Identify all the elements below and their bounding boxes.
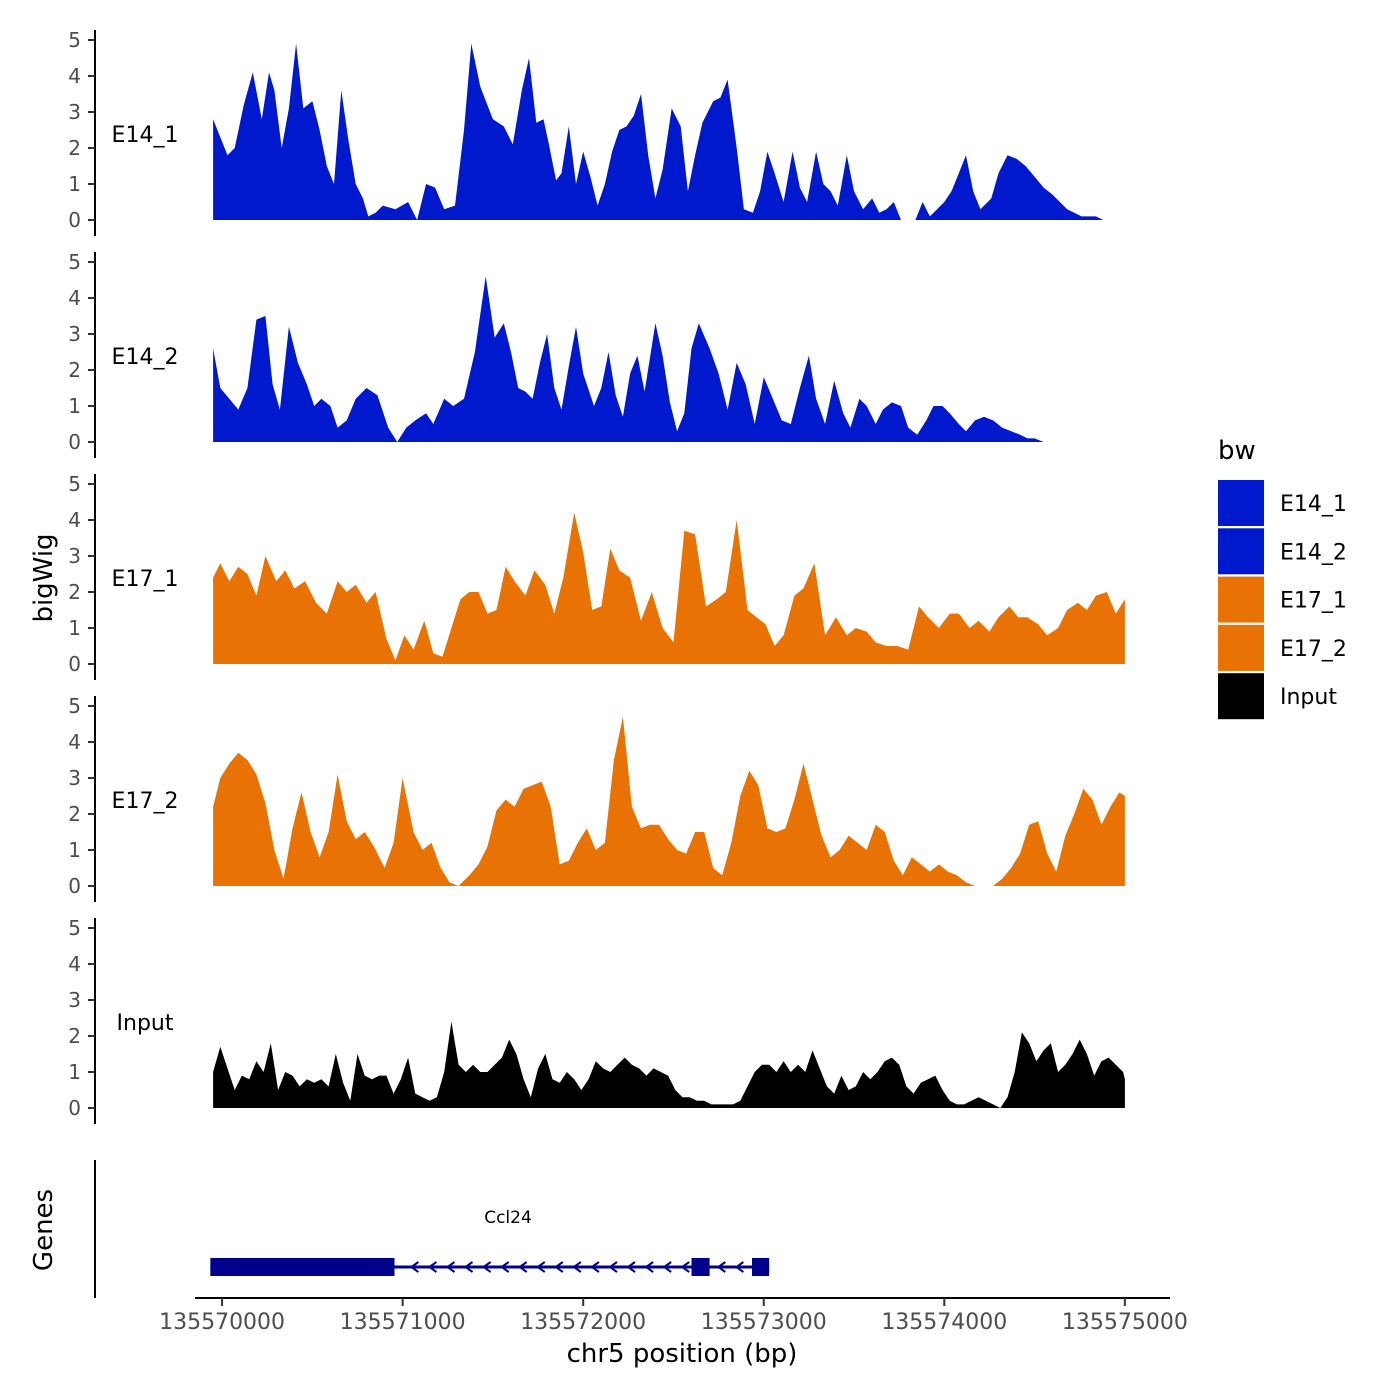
x-tick-label: 135570000 xyxy=(159,1310,285,1335)
y-tick-label: 1 xyxy=(68,1060,81,1084)
strand-arrow xyxy=(608,1261,618,1273)
y-tick-label: 5 xyxy=(68,250,81,274)
legend-label: E17_2 xyxy=(1280,637,1347,662)
strand-arrow xyxy=(626,1261,636,1273)
legend-label: Input xyxy=(1280,685,1337,710)
track-E17_2: 0 1 2 3 4 5 E17_2 xyxy=(68,694,1125,902)
gene-exon xyxy=(691,1258,710,1276)
x-tick-label: 135574000 xyxy=(881,1310,1007,1335)
y-tick-label: 1 xyxy=(68,616,81,640)
strand-arrow xyxy=(499,1261,510,1273)
y-tick-label: 5 xyxy=(68,472,81,496)
legend-title: bw xyxy=(1218,436,1256,466)
strand-arrow xyxy=(662,1261,672,1273)
strand-arrow xyxy=(409,1261,419,1273)
track-label: E14_1 xyxy=(112,123,179,148)
y-tick-label: 0 xyxy=(68,208,81,232)
y-tick-label: 0 xyxy=(68,1096,81,1120)
y-tick-label: 2 xyxy=(68,1024,81,1048)
strand-arrow xyxy=(590,1261,600,1273)
y-tick-label: 0 xyxy=(68,874,81,898)
strand-arrow xyxy=(572,1261,582,1273)
y-tick-label: 3 xyxy=(68,100,81,124)
y-tick-label: 3 xyxy=(68,988,81,1012)
y-tick-label: 5 xyxy=(68,916,81,940)
gene-panel: Genes Ccl24 xyxy=(29,1160,770,1298)
x-axis: 135570000 135571000 135572000 135573000 1355… xyxy=(159,1297,1188,1335)
y-tick-label: 3 xyxy=(68,322,81,346)
y-tick-label: 5 xyxy=(68,694,81,718)
y-tick-label: 4 xyxy=(68,508,81,532)
x-tick-label: 135573000 xyxy=(701,1310,827,1335)
y-tick-label: 3 xyxy=(68,544,81,568)
track-panels: 0 1 2 3 4 5 E14_1 0 1 2 3 4 5 E14_2 0 1 2 3 4 5 E17_1 0 1 2 3 4 5 E… xyxy=(68,28,1125,1124)
signal-area-E17_1 xyxy=(213,512,1125,664)
legend-swatch xyxy=(1218,673,1264,720)
signal-area-E14_2 xyxy=(213,276,1125,442)
strand-arrow xyxy=(734,1261,744,1273)
legend-swatch xyxy=(1218,528,1264,575)
legend-swatch xyxy=(1218,576,1264,623)
track-E14_1: 0 1 2 3 4 5 E14_1 xyxy=(68,28,1125,236)
track-E17_1: 0 1 2 3 4 5 E17_1 xyxy=(68,472,1125,680)
y-tick-label: 1 xyxy=(68,394,81,418)
strand-arrow xyxy=(427,1261,438,1273)
y-tick-label: 4 xyxy=(68,286,81,310)
legend-label: E17_1 xyxy=(1280,589,1347,614)
strand-arrow xyxy=(644,1261,654,1273)
legend-swatch xyxy=(1218,480,1264,526)
legend-swatch xyxy=(1218,624,1264,671)
strand-arrow xyxy=(481,1261,492,1273)
strand-arrow xyxy=(554,1261,564,1273)
signal-area-Input xyxy=(213,1021,1125,1108)
strand-arrow xyxy=(716,1261,726,1273)
y-tick-label: 0 xyxy=(68,652,81,676)
y-tick-label: 3 xyxy=(68,766,81,790)
y-tick-label: 4 xyxy=(68,952,81,976)
x-tick-label: 135571000 xyxy=(340,1310,466,1335)
y-tick-label: 1 xyxy=(68,838,81,862)
x-tick-label: 135572000 xyxy=(520,1310,646,1335)
strand-arrow xyxy=(463,1261,474,1273)
strand-arrow xyxy=(517,1261,528,1273)
y-tick-label: 4 xyxy=(68,730,81,754)
gene-panel-title: Genes xyxy=(29,1189,59,1271)
strand-arrow xyxy=(445,1261,456,1273)
y-tick-label: 5 xyxy=(68,28,81,52)
track-E14_2: 0 1 2 3 4 5 E14_2 xyxy=(68,250,1125,458)
strand-arrow xyxy=(536,1261,546,1273)
y-tick-label: 0 xyxy=(68,430,81,454)
strand-arrow xyxy=(680,1261,690,1273)
y-tick-label: 1 xyxy=(68,172,81,196)
gene-exon xyxy=(752,1258,770,1276)
x-tick-label: 135575000 xyxy=(1062,1310,1188,1335)
gene-exon xyxy=(210,1258,395,1276)
y-tick-label: 4 xyxy=(68,64,81,88)
track-label: Input xyxy=(117,1011,174,1036)
track-label: E17_2 xyxy=(112,789,179,814)
gene-model xyxy=(210,1258,770,1276)
signal-area-E17_2 xyxy=(213,716,1125,886)
y-tick-label: 2 xyxy=(68,136,81,160)
track-label: E14_2 xyxy=(112,345,179,370)
legend-label: E14_1 xyxy=(1280,492,1347,517)
track-Input: 0 1 2 3 4 5 Input xyxy=(68,916,1125,1124)
legend: bw E14_1 E14_2 E17_1 E17_2 Input xyxy=(1218,436,1347,720)
y-tick-label: 2 xyxy=(68,580,81,604)
gene-label: Ccl24 xyxy=(484,1208,532,1228)
y-tick-label: 2 xyxy=(68,358,81,382)
track-label: E17_1 xyxy=(112,567,179,592)
y-axis-title: bigWig xyxy=(29,533,59,622)
signal-area-E14_1 xyxy=(213,43,1125,220)
y-tick-label: 2 xyxy=(68,802,81,826)
legend-label: E14_2 xyxy=(1280,540,1347,565)
x-axis-title: chr5 position (bp) xyxy=(567,1339,798,1369)
